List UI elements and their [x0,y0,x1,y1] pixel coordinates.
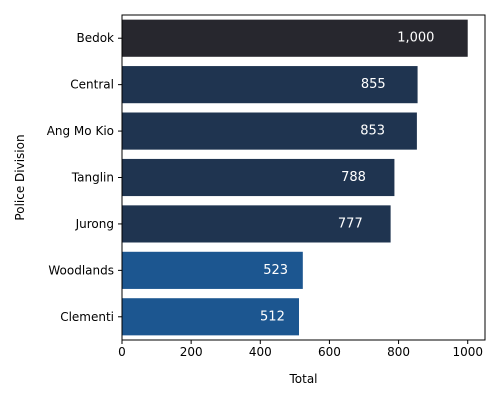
y-tick-label: Ang Mo Kio [47,124,114,138]
bar-bedok [122,19,468,57]
x-axis-label: Total [288,372,317,386]
y-axis-ticks: Bedok Central Ang Mo Kio Tanglin Jurong Woodl… [47,31,122,324]
bar-ang-mo-kio [122,112,417,150]
x-tick-label: 0 [118,345,126,359]
y-tick-label: Central [70,78,114,92]
y-tick-label: Jurong [75,217,114,231]
bar-value-label: 853 [360,124,385,139]
x-axis-ticks: 0 200 400 600 800 1000 [118,340,483,359]
bar-central [122,66,418,104]
bar-clementi [122,298,300,336]
y-tick-label: Woodlands [48,263,114,277]
bar-value-label: 777 [338,216,363,231]
x-tick-label: 400 [249,345,272,359]
bar-value-label: 1,000 [397,31,434,46]
y-axis-label: Police Division [13,134,27,220]
bar-value-labels: 1,000 855 853 788 777 523 512 [260,31,434,325]
y-tick-label: Clementi [60,310,114,324]
bar-value-label: 512 [260,309,285,324]
x-tick-label: 1000 [452,345,483,359]
x-tick-label: 800 [387,345,410,359]
bar-jurong [122,205,391,243]
bar-woodlands [122,251,303,289]
x-tick-label: 600 [318,345,341,359]
bar-value-label: 788 [341,170,366,185]
bars-group [122,19,468,336]
x-tick-label: 200 [180,345,203,359]
bar-value-label: 523 [263,263,288,278]
y-tick-label: Bedok [76,31,114,45]
bar-value-label: 855 [361,77,386,92]
y-tick-label: Tanglin [71,171,114,185]
bar-tanglin [122,158,395,197]
